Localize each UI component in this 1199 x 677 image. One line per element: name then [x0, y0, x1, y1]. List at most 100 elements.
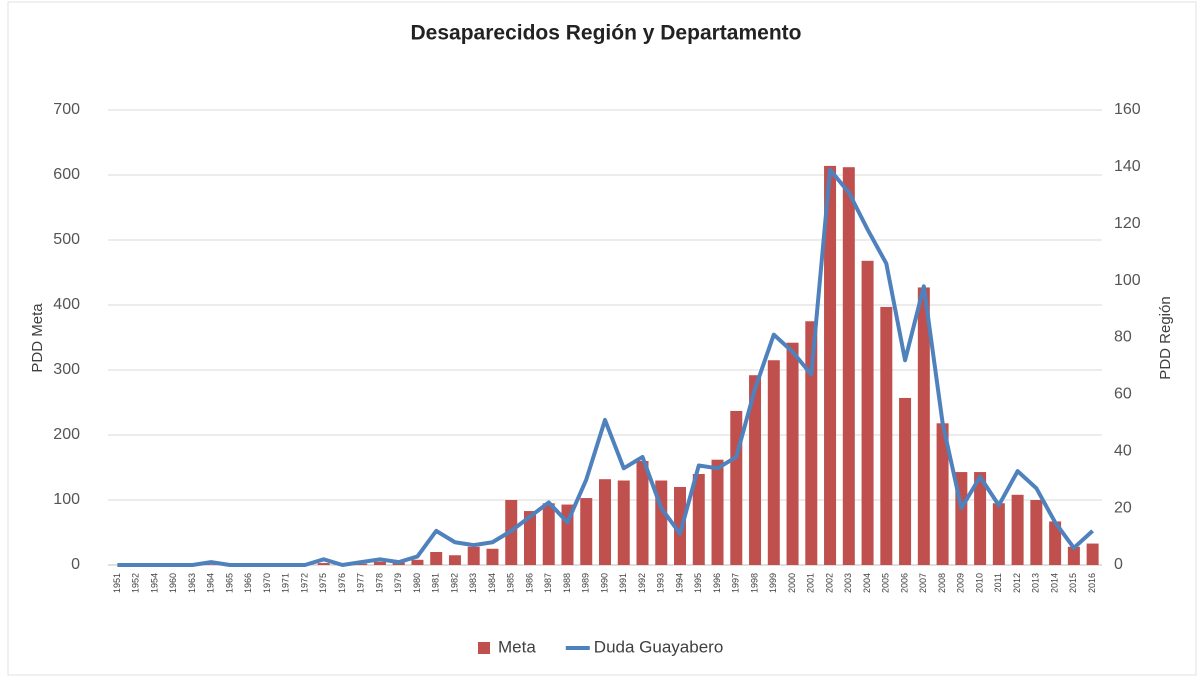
legend-swatch: [478, 642, 490, 654]
x-tick-label: 2003: [843, 573, 853, 593]
bar: [523, 511, 536, 565]
y-tick-label: 300: [53, 361, 80, 378]
bar: [974, 472, 987, 565]
bar: [1067, 546, 1080, 565]
x-tick-label: 1979: [393, 573, 403, 593]
y2-tick-label: 40: [1114, 442, 1132, 459]
y-tick-label: 0: [71, 556, 80, 573]
x-tick-label: 1963: [187, 573, 197, 593]
bar: [749, 375, 762, 565]
y2-tick-label: 100: [1114, 272, 1141, 289]
bar: [617, 480, 630, 565]
bar: [767, 360, 780, 565]
x-tick-label: 1980: [412, 573, 422, 593]
bar: [411, 559, 424, 565]
bar: [692, 474, 705, 565]
x-tick-label: 1995: [693, 573, 703, 593]
line: [117, 167, 1094, 567]
x-tick-label: 1996: [712, 573, 722, 593]
x-tick-label: 1972: [299, 573, 309, 593]
x-tick-label: 1960: [168, 573, 178, 593]
x-tick-label: 1985: [506, 573, 516, 593]
bar: [430, 552, 443, 565]
x-tick-label: 1989: [581, 573, 591, 593]
x-tick-label: 2004: [862, 573, 872, 593]
x-tick-label: 2016: [1087, 573, 1097, 593]
x-tick-label: 1975: [318, 573, 328, 593]
x-tick-label: 2011: [993, 573, 1003, 592]
y-tick-label: 400: [53, 296, 80, 313]
y-tick-label: 200: [53, 426, 80, 443]
x-tick-label: 2013: [1031, 573, 1041, 593]
x-tick-label: 1970: [262, 573, 272, 593]
bar: [880, 306, 893, 565]
x-tick-label: 2014: [1049, 573, 1059, 593]
y-axis-label: PDD Meta: [29, 303, 46, 373]
x-tick-label: 2007: [918, 573, 928, 593]
x-tick-label: 1971: [281, 573, 291, 593]
x-tick-label: 1999: [768, 573, 778, 593]
y-tick-label: 500: [53, 231, 80, 248]
bar: [899, 397, 912, 565]
x-tick-label: 1965: [224, 573, 234, 593]
bar: [355, 563, 368, 565]
x-tick-label: 1984: [487, 573, 497, 593]
bar: [805, 321, 818, 565]
x-tick-label: 1952: [131, 573, 141, 593]
y2-tick-label: 60: [1114, 386, 1132, 403]
bar: [730, 410, 743, 565]
x-tick-label: 2015: [1068, 573, 1078, 593]
bar: [936, 423, 949, 565]
x-tick-label: 1987: [543, 573, 553, 593]
y2-tick-label: 80: [1114, 329, 1132, 346]
bar: [711, 459, 724, 565]
bar: [786, 342, 799, 565]
x-tick-label: 2008: [937, 573, 947, 593]
y2-tick-label: 20: [1114, 499, 1132, 516]
x-tick-label: 1964: [206, 573, 216, 593]
x-tick-label: 1993: [656, 573, 666, 593]
x-tick-label: 2005: [881, 573, 891, 593]
y-tick-label: 700: [53, 101, 80, 118]
legend-label: Meta: [498, 637, 536, 656]
x-tick-label: 2000: [787, 573, 797, 593]
bar: [598, 479, 612, 565]
x-tick-label: 2012: [1012, 573, 1022, 593]
x-tick-label: 1951: [112, 573, 122, 593]
x-tick-label: 1992: [637, 573, 647, 593]
x-tick-label: 1977: [356, 573, 366, 593]
x-tick-label: 2002: [824, 573, 834, 593]
x-tick-label: 1998: [749, 573, 759, 593]
bar: [824, 165, 837, 565]
bar: [861, 260, 874, 565]
bar: [674, 487, 687, 565]
y-tick-label: 100: [53, 491, 80, 508]
x-tick-label: 2009: [956, 573, 966, 593]
x-tick-label: 1986: [524, 573, 534, 593]
y-tick-label: 600: [53, 166, 80, 183]
bar: [842, 167, 855, 565]
bar: [467, 546, 480, 565]
x-tick-label: 1981: [431, 573, 441, 593]
y2-tick-label: 120: [1114, 215, 1141, 232]
legend-label: Duda Guayabero: [594, 637, 723, 656]
y2-tick-label: 160: [1114, 101, 1141, 118]
x-tick-label: 2001: [806, 573, 816, 593]
x-tick-label: 1988: [562, 573, 572, 593]
x-tick-label: 1966: [243, 573, 253, 593]
bar: [636, 461, 649, 565]
x-tick-label: 1978: [374, 573, 384, 593]
bar: [1030, 500, 1043, 565]
x-tick-label: 1982: [449, 573, 459, 593]
bar: [542, 503, 555, 565]
x-tick-label: 1991: [618, 573, 628, 593]
bar: [1049, 521, 1062, 565]
x-tick-label: 1990: [599, 573, 609, 593]
bar: [917, 287, 930, 565]
bar: [580, 498, 593, 565]
x-tick-label: 1976: [337, 573, 347, 593]
x-tick-label: 1954: [149, 573, 159, 593]
x-tick-label: 1983: [468, 573, 478, 593]
chart-title: Desaparecidos Región y Departamento: [411, 22, 802, 45]
